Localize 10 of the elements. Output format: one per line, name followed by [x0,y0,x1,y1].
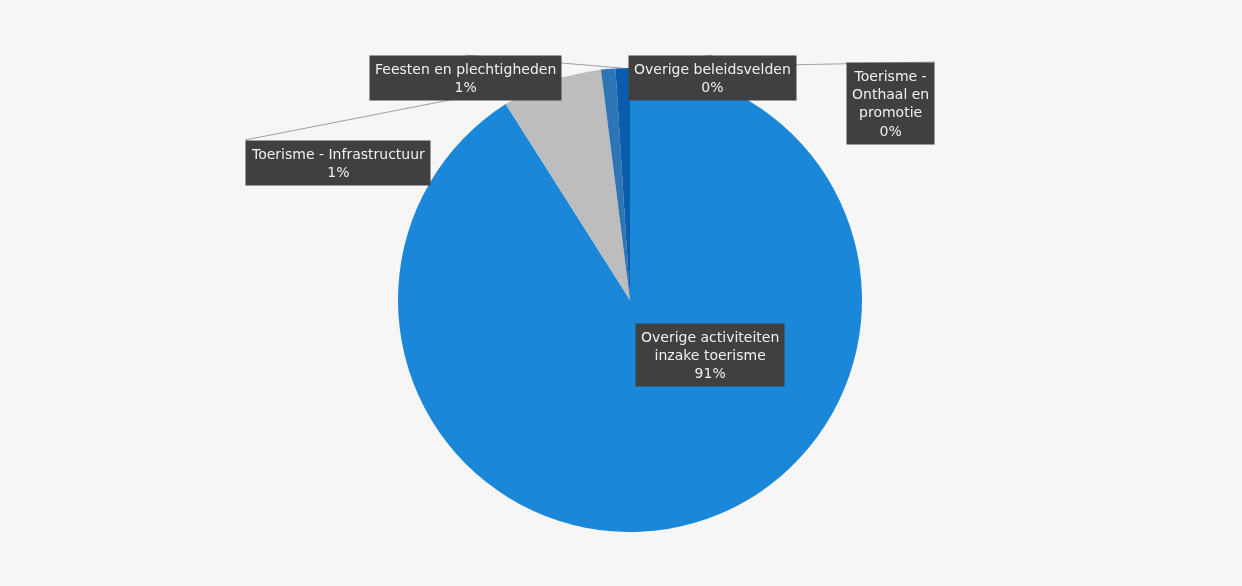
slice-label: Overige activiteiten inzake toerisme [641,329,780,364]
text: 0% [879,122,902,139]
slice-label: Toerisme - Infrastructuur [251,146,426,162]
data-label: 1% [454,79,477,96]
category-label: Toerisme - Onthaal en promotie [852,68,930,121]
data-label: 1% [327,164,350,181]
category-label: Overige beleidsvelden [634,61,791,77]
text: 0% [701,79,724,96]
slice-label: Feesten en plechtigheden [375,61,557,77]
data-label: 91% [694,365,726,382]
